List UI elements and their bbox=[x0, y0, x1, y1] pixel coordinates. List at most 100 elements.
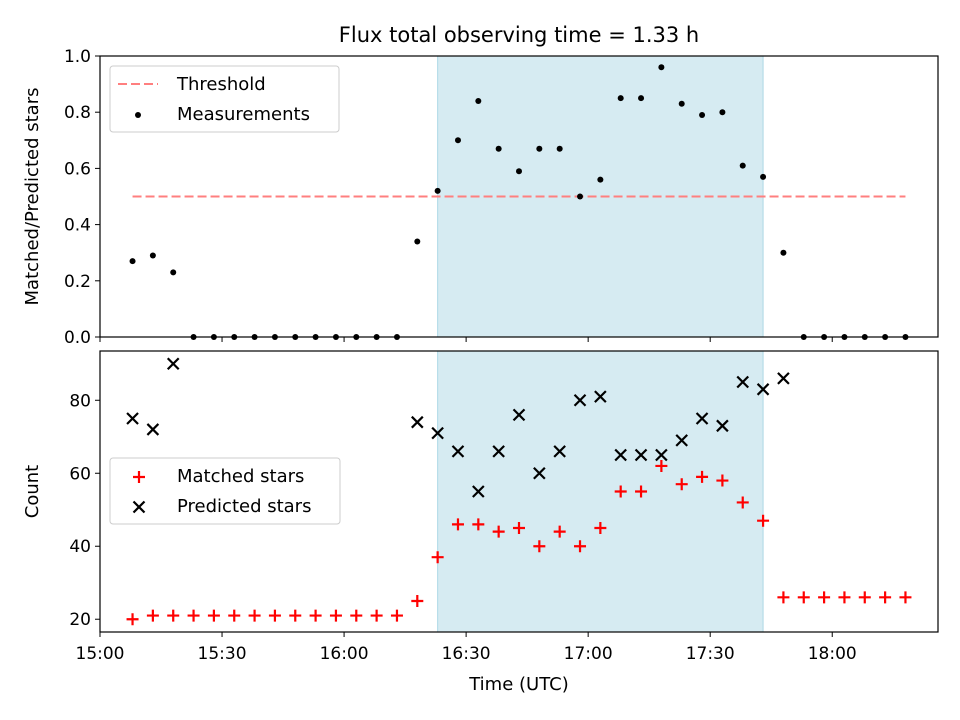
measurement-point bbox=[597, 176, 604, 183]
legend-matched-swatch bbox=[133, 471, 145, 483]
matched-stars-point bbox=[248, 609, 261, 622]
predicted-stars-point bbox=[675, 434, 688, 447]
measurement-point bbox=[434, 187, 441, 194]
matched-stars-point bbox=[635, 485, 648, 498]
matched-stars-point bbox=[777, 591, 790, 604]
predicted-stars-point bbox=[614, 448, 627, 462]
matched-stars-point bbox=[553, 525, 566, 538]
legend-label: Threshold bbox=[176, 74, 266, 95]
shaded-region bbox=[437, 350, 764, 633]
matched-stars-point bbox=[167, 609, 180, 622]
matched-stars-point bbox=[289, 609, 302, 622]
y-tick-label: 20 bbox=[69, 610, 91, 630]
matched-stars-point bbox=[899, 591, 912, 604]
x-tick-label: 15:30 bbox=[198, 644, 247, 664]
legend-box bbox=[109, 65, 340, 133]
matched-stars-point bbox=[757, 514, 770, 527]
legend-measurement-swatch bbox=[135, 112, 141, 118]
matched-stars-point bbox=[858, 591, 871, 604]
predicted-stars-point bbox=[594, 390, 607, 403]
matched-stars-point bbox=[533, 540, 546, 553]
y-tick-label: 0.8 bbox=[64, 103, 91, 123]
x-tick-label: 17:30 bbox=[686, 644, 735, 664]
matched-stars-point bbox=[492, 525, 505, 538]
predicted-stars-point bbox=[512, 408, 526, 422]
predicted-stars-point bbox=[736, 375, 750, 389]
measurement-point bbox=[454, 137, 461, 144]
measurement-point bbox=[414, 238, 421, 245]
measurement-point bbox=[516, 168, 522, 175]
measurement-point bbox=[475, 97, 482, 104]
predicted-stars-point bbox=[472, 485, 485, 498]
measurement-point bbox=[719, 109, 726, 116]
matched-stars-point bbox=[268, 609, 281, 622]
measurement-point bbox=[556, 145, 563, 152]
measurement-point bbox=[678, 100, 685, 107]
matched-stars-point bbox=[818, 591, 831, 604]
measurement-point bbox=[129, 258, 136, 265]
y-axis-label: Count bbox=[22, 465, 43, 518]
x-axis-label: Time (UTC) bbox=[468, 674, 569, 695]
bottom-panel: 20 40 60 80 15:00 15:30 16:00 16:30 17:00 17:30 18… bbox=[22, 350, 939, 664]
matched-stars-point bbox=[207, 609, 220, 622]
matched-stars-point bbox=[696, 470, 709, 483]
measurement-point bbox=[170, 269, 177, 276]
predicted-stars-point bbox=[166, 357, 180, 371]
chart-title: Flux total observing time = 1.33 h bbox=[339, 23, 699, 47]
matched-stars-point bbox=[513, 521, 525, 534]
measurement-point bbox=[739, 162, 746, 169]
measurement-point bbox=[577, 193, 584, 200]
matched-stars-point bbox=[594, 521, 607, 534]
top-panel: 0.0 0.2 0.4 0.6 0.8 1.0 Matched/Predicted star… bbox=[22, 47, 939, 348]
predicted-stars-point bbox=[695, 412, 709, 425]
legend-label: Matched stars bbox=[177, 466, 304, 487]
measurement-point bbox=[617, 95, 624, 102]
x-tick-label: 17:00 bbox=[564, 644, 613, 664]
predicted-stars-point bbox=[451, 445, 465, 458]
measurement-point bbox=[536, 145, 543, 152]
y-tick-label: 0.4 bbox=[64, 216, 91, 236]
matched-stars-point bbox=[655, 459, 668, 472]
x-tick-label: 16:00 bbox=[320, 644, 369, 664]
matched-stars-point bbox=[228, 609, 241, 622]
x-tick-label: 15:00 bbox=[76, 644, 125, 664]
measurement-point bbox=[495, 145, 502, 152]
matched-stars-point bbox=[574, 540, 587, 553]
legend-label: Predicted stars bbox=[177, 496, 311, 517]
matched-stars-point bbox=[675, 478, 688, 491]
predicted-stars-point bbox=[533, 466, 546, 480]
matched-stars-point bbox=[390, 609, 403, 622]
predicted-stars-point bbox=[716, 419, 729, 433]
predicted-stars-point bbox=[777, 372, 790, 385]
y-tick-label: 40 bbox=[69, 537, 91, 557]
measurement-point bbox=[149, 252, 156, 259]
predicted-stars-point bbox=[126, 412, 139, 425]
measurement-point bbox=[760, 173, 767, 180]
matched-stars-point bbox=[350, 609, 363, 622]
y-axis-label: Matched/Predicted stars bbox=[22, 88, 43, 306]
predicted-stars-point bbox=[634, 448, 648, 462]
measurement-point bbox=[780, 249, 787, 256]
matched-stars-point bbox=[614, 485, 627, 498]
y-tick-label: 80 bbox=[69, 391, 91, 411]
predicted-stars-point bbox=[431, 426, 444, 440]
measurement-point bbox=[638, 95, 645, 102]
y-tick-label: 0.2 bbox=[64, 272, 91, 292]
matched-stars-point bbox=[716, 474, 729, 487]
predicted-stars-point bbox=[655, 448, 668, 462]
legend-box bbox=[109, 457, 341, 525]
y-tick-label: 0.0 bbox=[64, 328, 91, 348]
measurement-point bbox=[658, 64, 665, 71]
predicted-stars-point bbox=[553, 445, 566, 458]
matched-stars-point bbox=[797, 591, 810, 604]
predicted-stars-point bbox=[146, 423, 160, 436]
x-tick-label: 16:30 bbox=[442, 644, 491, 664]
matched-stars-point bbox=[879, 591, 892, 604]
legend-predicted-swatch bbox=[132, 500, 146, 514]
matched-stars-point bbox=[329, 609, 342, 622]
y-tick-label: 1.0 bbox=[64, 47, 91, 67]
matched-stars-point bbox=[126, 613, 139, 626]
predicted-stars-point bbox=[411, 415, 424, 429]
matched-stars-point bbox=[431, 551, 444, 564]
